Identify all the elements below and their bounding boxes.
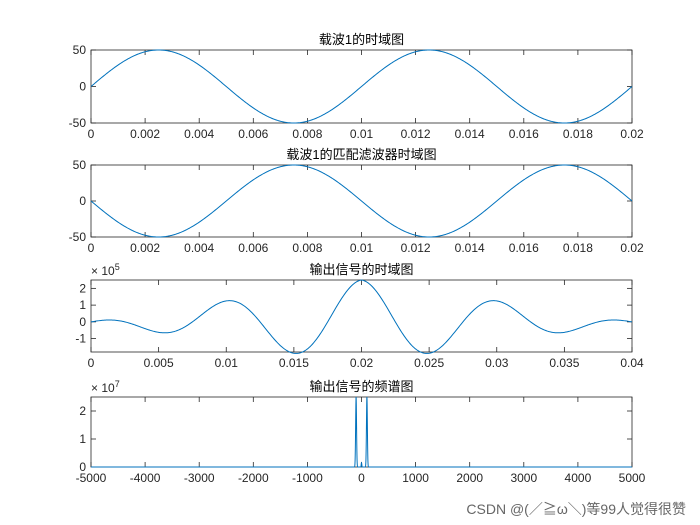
x-tick-label: 2000: [456, 471, 483, 485]
x-tick-label: 0.02: [620, 241, 644, 255]
y-tick-label: 50: [73, 158, 87, 172]
x-tick-label: 0.008: [292, 127, 322, 141]
y-tick-label: 2: [79, 404, 86, 418]
x-tick-label: 5000: [619, 471, 646, 485]
x-tick-label: -4000: [130, 471, 161, 485]
x-tick-label: 3000: [510, 471, 537, 485]
watermark-text: CSDN @(／≧ω＼)等99人觉得很赞: [466, 501, 686, 517]
x-tick-label: 0.035: [549, 356, 579, 370]
y-tick-label: 1: [79, 432, 86, 446]
series-line: [91, 396, 632, 468]
x-tick-label: 0.018: [563, 127, 593, 141]
x-tick-label: 0: [88, 241, 95, 255]
x-tick-label: 0.014: [455, 241, 485, 255]
x-tick-label: 0.01: [350, 241, 374, 255]
x-tick-label: 0: [88, 127, 95, 141]
x-tick-label: 0.008: [292, 241, 322, 255]
x-tick-label: 0.02: [620, 127, 644, 141]
x-tick-label: 0: [88, 356, 95, 370]
x-tick-label: 0.01: [350, 127, 374, 141]
x-tick-label: 0.006: [238, 241, 268, 255]
x-tick-label: 0.016: [509, 241, 539, 255]
y-tick-label: 0: [79, 460, 86, 474]
x-tick-label: 0.012: [401, 127, 431, 141]
y-tick-label: -50: [69, 116, 87, 130]
subplot-3: 输出信号的时域图 0 0.005 0.01 0.015 0.02 0.025 0.03 0.03…: [75, 262, 644, 370]
x-tick-label: -5000: [76, 471, 107, 485]
series-line: [90, 49, 633, 124]
y-tick-label: 0: [79, 315, 86, 329]
subplot-4: 输出信号的频谱图-5000 -4000 -3000 -2000 -1000 0 1000 20…: [76, 379, 646, 485]
x-tick-label: 4000: [565, 471, 592, 485]
x-tick-label: 0.04: [620, 356, 644, 370]
y-exponent-label: × 107: [91, 379, 120, 395]
x-tick-label: 1000: [402, 471, 429, 485]
y-tick-label: 50: [73, 43, 87, 57]
subplot-title: 输出信号的频谱图: [309, 379, 413, 394]
x-tick-label: 0.002: [130, 127, 160, 141]
axes-frame: [90, 396, 633, 468]
x-tick-label: 0.01: [215, 356, 239, 370]
x-tick-label: 0.005: [144, 356, 174, 370]
x-tick-label: 0: [358, 471, 365, 485]
x-tick-label: 0.018: [563, 241, 593, 255]
y-exponent-label: × 105: [91, 262, 120, 278]
y-tick-label: 0: [79, 80, 86, 94]
series-line: [90, 164, 633, 238]
x-tick-label: -3000: [184, 471, 215, 485]
x-tick-label: 0.03: [485, 356, 509, 370]
x-tick-label: -2000: [238, 471, 269, 485]
subplot-2: 载波1的匹配滤波器时域图 0 0.002 0.004 0.006 0.008 0.01 0.0…: [69, 147, 644, 255]
x-tick-label: 0.02: [350, 356, 374, 370]
y-tick-label: 2: [79, 281, 86, 295]
x-tick-label: 0.015: [279, 356, 309, 370]
subplot-title: 载波1的时域图: [319, 32, 404, 47]
y-tick-label: -50: [69, 230, 87, 244]
x-tick-label: 0.012: [401, 241, 431, 255]
x-tick-label: 0.016: [509, 127, 539, 141]
y-tick-label: -1: [75, 332, 86, 346]
subplot-1: 载波1的时域图 0 0.002 0.004 0.006 0.008 0.01 0.012 0.0…: [69, 32, 644, 141]
x-tick-label: 0.014: [455, 127, 485, 141]
x-tick-label: -1000: [292, 471, 323, 485]
subplot-title: 载波1的匹配滤波器时域图: [286, 147, 436, 162]
y-tick-label: 0: [79, 194, 86, 208]
x-tick-label: 0.006: [238, 127, 268, 141]
x-tick-label: 0.002: [130, 241, 160, 255]
series-line: [90, 279, 633, 354]
y-tick-label: 1: [79, 298, 86, 312]
x-tick-label: 0.004: [184, 127, 214, 141]
x-tick-label: 0.004: [184, 241, 214, 255]
axes-frame: [90, 279, 633, 353]
subplot-title: 输出信号的时域图: [309, 262, 413, 277]
x-tick-label: 0.025: [414, 356, 444, 370]
